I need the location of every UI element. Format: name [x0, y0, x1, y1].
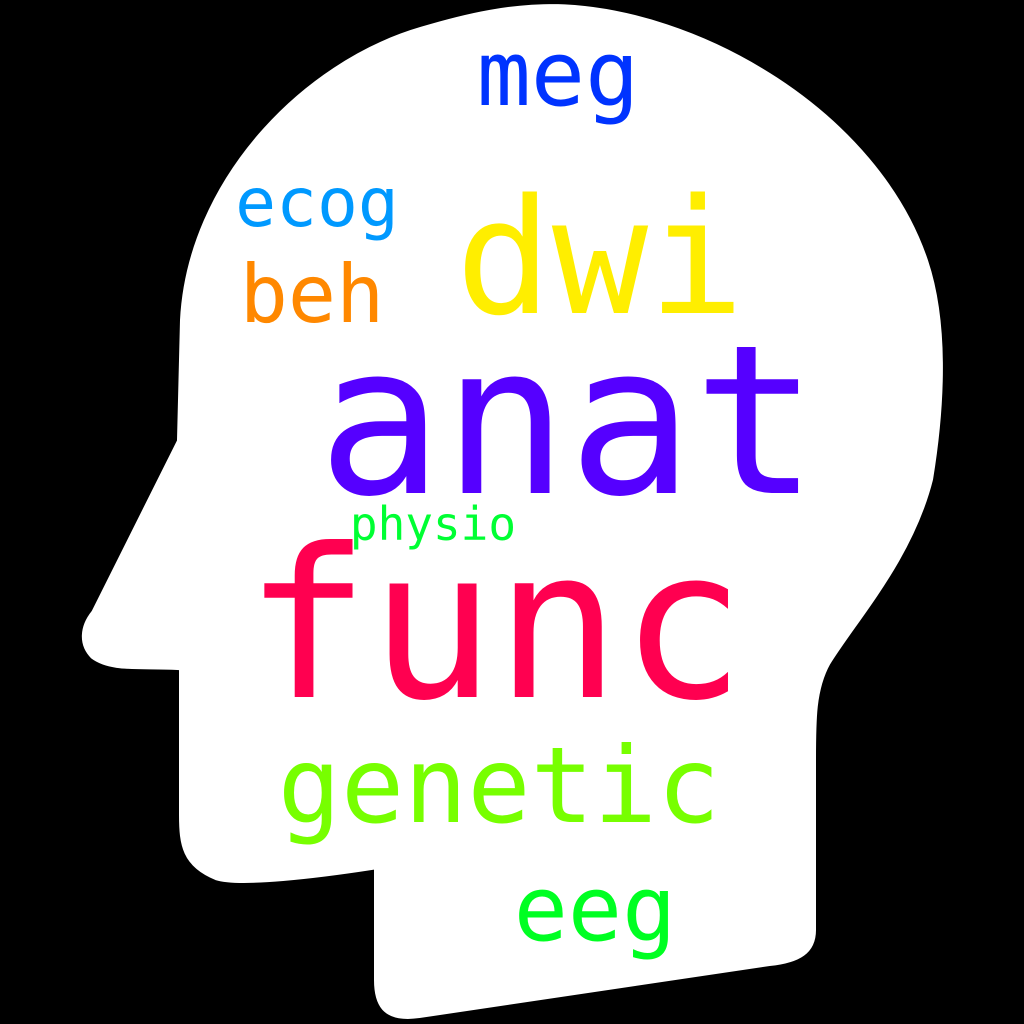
word-eeg: eeg [514, 857, 677, 962]
word-genetic: genetic [278, 725, 721, 847]
word-anat: anat [318, 301, 819, 543]
word-func: func [245, 505, 746, 747]
word-dwi: dwi [456, 164, 745, 351]
word-ecog: ecog [235, 164, 399, 243]
word-physio: physio [350, 497, 516, 551]
head-silhouette [77, 0, 947, 1023]
word-meg: meg [477, 22, 640, 127]
word-beh: beh [240, 248, 385, 341]
